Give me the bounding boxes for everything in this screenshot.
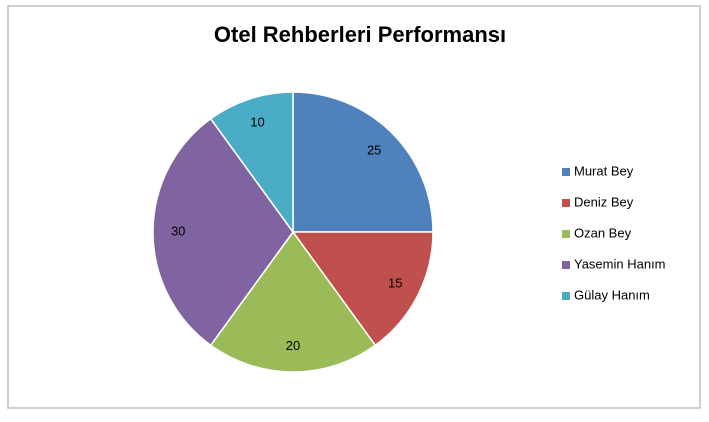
pie-slice: [152, 117, 294, 347]
legend-label: Deniz Bey: [574, 194, 634, 209]
legend-swatch: [562, 292, 570, 300]
data-label: 10: [250, 114, 264, 129]
pie-slice: [209, 91, 294, 235]
pie-slice: [209, 230, 377, 373]
legend-swatch: [562, 230, 570, 238]
legend-label: Yasemin Hanım: [574, 256, 666, 271]
data-label: 15: [388, 276, 402, 291]
pie-slice: [291, 231, 434, 347]
legend-label: Murat Bey: [574, 163, 634, 178]
data-label: 30: [171, 223, 185, 238]
pie-slice: [292, 91, 434, 233]
chart-title: Otel Rehberleri Performansı: [214, 22, 506, 47]
legend-label: Gülay Hanım: [574, 287, 650, 302]
legend-swatch: [562, 261, 570, 269]
legend-swatch: [562, 168, 570, 176]
legend-label: Ozan Bey: [574, 225, 632, 240]
data-label: 20: [286, 338, 300, 353]
legend-swatch: [562, 199, 570, 207]
data-label: 25: [367, 142, 381, 157]
